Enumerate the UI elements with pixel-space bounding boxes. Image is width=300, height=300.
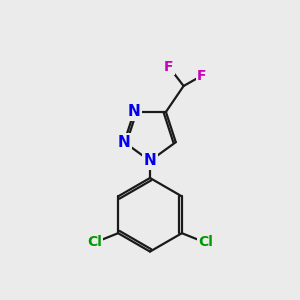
Text: N: N (118, 135, 130, 150)
Text: F: F (197, 69, 207, 83)
Text: N: N (144, 153, 156, 168)
Text: N: N (128, 104, 140, 119)
Text: F: F (164, 60, 174, 74)
Text: Cl: Cl (198, 235, 213, 249)
Text: Cl: Cl (87, 235, 102, 249)
